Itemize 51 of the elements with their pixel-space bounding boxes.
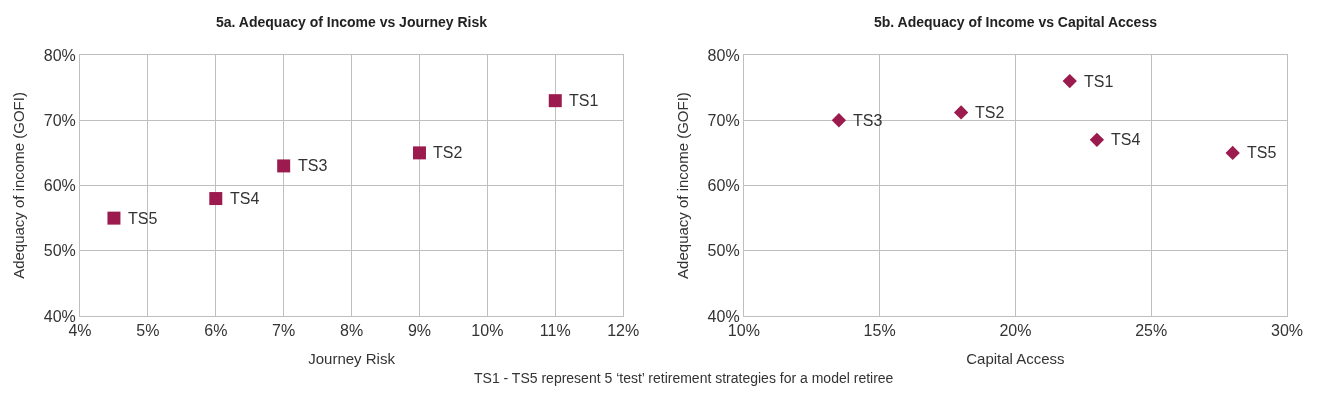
y-tick-label: 70%	[43, 111, 76, 129]
y-tick-label: 60%	[43, 177, 76, 195]
point	[1225, 145, 1240, 161]
annotation: TS5	[128, 210, 158, 227]
point	[277, 159, 291, 173]
annotation: TS2	[975, 104, 1005, 121]
chart-title: 5b. Adequacy of Income vs Capital Access	[874, 14, 1158, 30]
x-tick-label: 10%	[471, 322, 504, 340]
x-tick-label: 8%	[340, 322, 364, 340]
y-tick-label: 40%	[707, 307, 740, 325]
annotation: TS4	[230, 190, 260, 207]
x-tick-label: 10%	[727, 322, 760, 340]
point	[548, 94, 562, 108]
annotation: TS4	[1111, 131, 1141, 148]
y-axis-title: Adequacy of income (GOFI)	[673, 92, 691, 279]
y-tick-label: 70%	[707, 111, 740, 129]
point	[412, 146, 426, 160]
y-tick-label: 60%	[707, 177, 740, 195]
y-tick-label: 80%	[43, 46, 76, 64]
point	[953, 105, 969, 120]
point	[1089, 132, 1105, 147]
x-tick-label: 15%	[863, 322, 896, 340]
x-tick-label: 9%	[407, 322, 432, 340]
x-axis-title: Capital Access	[966, 350, 1065, 368]
text: TS1 - TS5 represent 5 ‘test’ retirement strategies for a model retiree	[474, 370, 894, 386]
annotation: TS2	[433, 144, 463, 161]
annotation: TS1	[569, 92, 599, 109]
chart-title: 5a. Adequacy of Income vs Journey Risk	[216, 14, 488, 30]
x-tick-label: 7%	[272, 322, 296, 340]
point	[107, 211, 121, 225]
x-tick-label: 30%	[1270, 322, 1304, 340]
y-tick-label: 50%	[43, 242, 76, 260]
y-tick-label: 40%	[43, 307, 76, 325]
annotation: TS3	[298, 157, 328, 174]
x-tick-label: 6%	[204, 322, 228, 340]
x-tick-label: 12%	[607, 322, 640, 340]
point	[1062, 73, 1077, 89]
point	[831, 113, 847, 128]
y-axis-title: Adequacy of income (GOFI)	[10, 92, 28, 279]
annotation: TS1	[1084, 73, 1114, 90]
x-tick-label: 4%	[68, 322, 92, 340]
y-tick-label: 80%	[707, 46, 740, 64]
x-axis-title: Journey Risk	[308, 350, 396, 368]
x-tick-label: 25%	[1135, 322, 1168, 340]
annotation: TS3	[853, 112, 883, 129]
x-tick-label: 11%	[539, 322, 571, 340]
y-tick-label: 50%	[707, 242, 740, 260]
x-tick-label: 5%	[136, 322, 160, 340]
point	[209, 192, 223, 206]
annotation: TS5	[1247, 144, 1277, 161]
x-tick-label: 20%	[999, 322, 1032, 340]
